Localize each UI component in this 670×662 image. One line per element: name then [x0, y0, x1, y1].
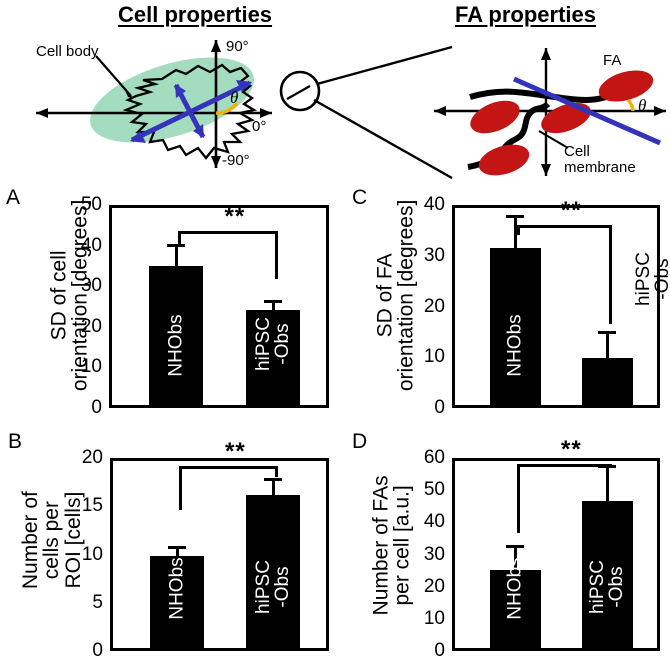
y-tick-label-C-0: 0: [407, 397, 445, 419]
significance-marker-C: **: [561, 199, 582, 223]
y-axis-title-C: SD of FA orientation [degrees]: [375, 195, 418, 395]
significance-marker-B: **: [225, 440, 246, 464]
error-cap-C-1: [598, 331, 616, 334]
magnifier-connectors: [314, 47, 452, 178]
bar-label-C-1: hiPSC -Obs: [634, 219, 670, 339]
bar-label-A-1: hiPSC -Obs: [254, 284, 292, 404]
fa-ellipse: [595, 65, 657, 107]
sig-bracket-right-drop-B: [275, 466, 278, 478]
error-cap-B-1: [264, 478, 282, 481]
sig-bracket-horizontal-C: [517, 225, 609, 228]
sig-bracket-horizontal-D: [517, 464, 609, 467]
y-tick-label-A-0: 0: [64, 397, 102, 419]
sig-bracket-left-drop-D: [517, 464, 520, 533]
sig-bracket-right-drop-D: [609, 464, 612, 465]
fa-ellipse: [466, 94, 525, 139]
bar-label-C-0: NHObs: [506, 286, 525, 406]
bar-label-B-0: NHObs: [168, 529, 187, 649]
bar-label-A-0: NHObs: [167, 286, 186, 406]
angle-zero-label: 0°: [252, 118, 266, 135]
panel-letter-D: D: [352, 430, 367, 454]
significance-marker-A: **: [225, 205, 246, 229]
angle-pos90-label: 90°: [226, 38, 249, 55]
error-cap-A-0: [167, 244, 185, 247]
error-bar-C-1: [606, 331, 609, 358]
bar-C-1: [582, 358, 633, 405]
bar-label-D-1: hiPSC -Obs: [588, 527, 626, 647]
sig-bracket-right-drop-C: [609, 225, 612, 324]
panel-letter-C: C: [352, 186, 367, 210]
sig-bracket-horizontal-A: [178, 231, 275, 234]
bar-label-B-1: hiPSC -Obs: [254, 527, 292, 647]
bar-label-D-0: NHObs: [506, 529, 525, 649]
significance-marker-D: **: [561, 438, 582, 462]
error-bar-A-0: [175, 244, 178, 266]
angle-arc-right: [628, 100, 633, 111]
sig-bracket-left-drop-A: [178, 231, 181, 247]
theta-label-right: θ: [638, 96, 646, 116]
y-tick-label-B-0: 0: [65, 640, 103, 662]
cell-membrane-label: Cell membrane: [564, 144, 636, 176]
y-axis-title-D: Number of FAs per cell [a.u.]: [371, 445, 414, 645]
error-cap-C-0: [506, 215, 524, 218]
y-axis-title-B: Number of cells per ROI [cells]: [20, 440, 84, 640]
angle-neg90-label: -90°: [222, 152, 250, 169]
panel-letter-A: A: [6, 186, 20, 210]
error-bar-D-1: [606, 465, 609, 501]
sig-bracket-horizontal-B: [179, 466, 275, 469]
sig-bracket-left-drop-C: [517, 225, 520, 235]
theta-label-left: θ: [230, 88, 238, 108]
sig-bracket-right-drop-A: [275, 231, 278, 279]
sig-bracket-left-drop-B: [179, 466, 182, 510]
y-axis-title-A: SD of cell orientation [degrees]: [49, 195, 92, 395]
cell-body-label: Cell body: [36, 43, 99, 60]
fa-label: FA: [603, 52, 621, 69]
